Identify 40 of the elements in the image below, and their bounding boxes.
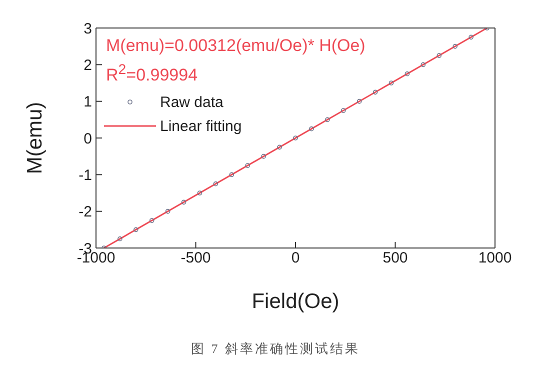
point bbox=[452, 44, 458, 49]
point bbox=[229, 172, 234, 178]
caption: 图 7 斜率准确性测试结果 bbox=[190, 340, 361, 358]
x-tick-label: 0 bbox=[291, 250, 300, 267]
x-tick-label: -500 bbox=[180, 250, 211, 267]
point bbox=[404, 71, 410, 76]
x-axis-title: Field(Oe) bbox=[252, 290, 340, 313]
y-axis-title: M(emu) bbox=[23, 102, 46, 174]
point bbox=[118, 236, 122, 242]
point bbox=[165, 208, 170, 214]
point bbox=[261, 154, 266, 159]
x-tick-label: 1000 bbox=[478, 250, 512, 267]
point bbox=[277, 144, 282, 150]
point bbox=[325, 117, 330, 122]
legend-label: Raw data bbox=[160, 94, 224, 110]
y-tick-label: 2 bbox=[84, 56, 92, 74]
legend-label: Linear fitting bbox=[160, 118, 242, 134]
y-tick-label: 0 bbox=[84, 130, 92, 148]
point bbox=[372, 90, 378, 95]
point bbox=[436, 53, 442, 58]
point bbox=[134, 227, 138, 232]
point bbox=[309, 126, 314, 132]
annotation: M(emu)=0.00312(emu/Oe)* H(Oe) bbox=[106, 35, 366, 57]
point bbox=[356, 98, 362, 104]
y-tick-label: -2 bbox=[78, 204, 92, 221]
point bbox=[468, 34, 474, 40]
x-tick-label: 500 bbox=[382, 250, 408, 267]
point bbox=[149, 218, 154, 223]
annotation: R$^{2}$=0.99994 bbox=[106, 61, 199, 87]
point bbox=[213, 181, 218, 186]
point bbox=[245, 163, 250, 168]
y-tick-label: -1 bbox=[78, 166, 92, 184]
point bbox=[293, 136, 298, 140]
point bbox=[388, 80, 394, 86]
y-tick-label: 1 bbox=[84, 94, 92, 111]
point bbox=[197, 190, 202, 196]
point bbox=[181, 200, 186, 205]
point bbox=[420, 62, 426, 68]
point bbox=[340, 108, 346, 113]
y-tick-label: 3 bbox=[84, 20, 92, 38]
